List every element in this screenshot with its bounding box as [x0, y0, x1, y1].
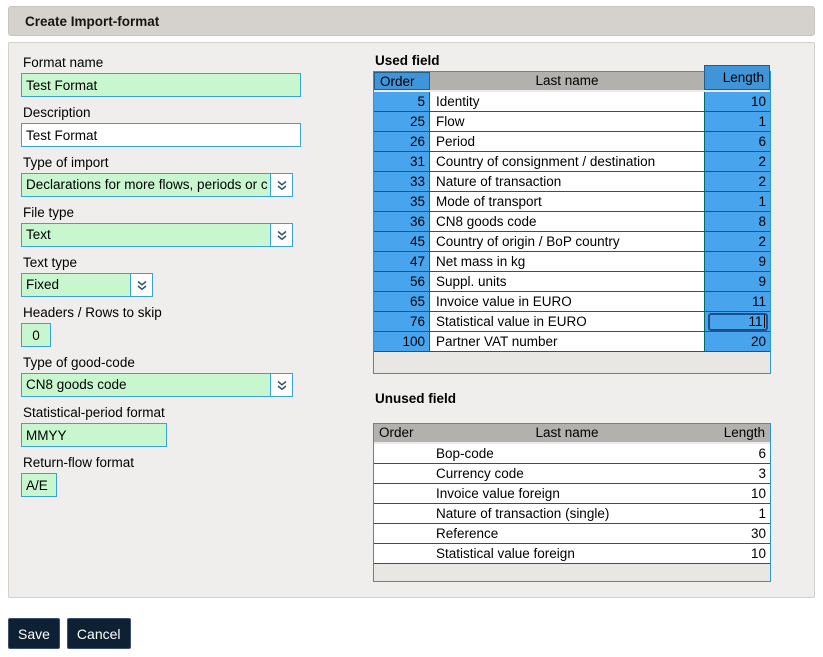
field-description: Description	[21, 105, 361, 147]
table-row[interactable]: Nature of transaction (single) 1	[374, 504, 770, 524]
column-header-order[interactable]: Order	[374, 72, 430, 90]
headers-rows-to-skip-label: Headers / Rows to skip	[23, 305, 162, 320]
type-of-good-code-label: Type of good-code	[23, 355, 135, 370]
table-row[interactable]: 100 Partner VAT number 20	[374, 332, 770, 352]
used-table-header: Order Last name Length	[374, 65, 770, 92]
statistical-period-format-label: Statistical-period format	[23, 405, 165, 420]
field-headers-rows-to-skip: Headers / Rows to skip	[21, 305, 361, 347]
length-cell[interactable]: 2	[704, 152, 770, 171]
field-type-of-import: Type of import Declarations for more flo…	[21, 155, 361, 197]
table-row[interactable]: Invoice value foreign 10	[374, 484, 770, 504]
field-format-name: Format name	[21, 55, 361, 97]
table-row[interactable]: 56 Suppl. units 9	[374, 272, 770, 292]
table-row[interactable]: 31 Country of consignment / destination …	[374, 152, 770, 172]
file-type-value: Text	[26, 227, 51, 242]
table-row[interactable]: 76 Statistical value in EURO 11	[374, 312, 770, 332]
table-row[interactable]: 36 CN8 goods code 8	[374, 212, 770, 232]
length-cell: 11	[704, 312, 770, 331]
table-row[interactable]: 35 Mode of transport 1	[374, 192, 770, 212]
column-header-length[interactable]: Length	[704, 65, 770, 90]
length-edit-input[interactable]: 11	[708, 312, 768, 331]
length-cell[interactable]: 6	[704, 132, 770, 151]
chevron-down-icon	[130, 274, 152, 296]
length-cell[interactable]: 2	[704, 172, 770, 191]
page-title: Create Import-format	[8, 6, 815, 36]
column-header-last-name[interactable]: Last name	[535, 73, 599, 88]
description-label: Description	[23, 105, 91, 120]
column-header-order[interactable]: Order	[379, 425, 414, 440]
used-field-title: Used field	[375, 53, 440, 68]
length-cell[interactable]: 9	[704, 252, 770, 271]
text-type-select[interactable]: Fixed	[21, 273, 153, 297]
description-input[interactable]	[21, 123, 301, 147]
chevron-down-icon	[270, 374, 292, 396]
unused-field-table: Order Last name Length Bop-code 6 Curren…	[373, 423, 771, 582]
length-cell[interactable]: 8	[704, 212, 770, 231]
cancel-button[interactable]: Cancel	[66, 618, 131, 649]
unused-field-title: Unused field	[375, 391, 457, 406]
return-flow-format-input[interactable]	[21, 473, 57, 497]
chevron-down-icon	[270, 174, 292, 196]
format-name-input[interactable]	[21, 73, 301, 97]
save-button[interactable]: Save	[8, 618, 60, 649]
unused-table-header: Order Last name Length	[374, 424, 770, 444]
file-type-select[interactable]: Text	[21, 223, 293, 247]
statistical-period-format-input[interactable]	[21, 423, 167, 447]
table-row[interactable]: 33 Nature of transaction 2	[374, 172, 770, 192]
table-row[interactable]: 5 Identity 10	[374, 92, 770, 112]
table-row[interactable]: Reference 30	[374, 524, 770, 544]
table-row[interactable]: 26 Period 6	[374, 132, 770, 152]
table-row[interactable]: Statistical value foreign 10	[374, 544, 770, 564]
field-file-type: File type Text	[21, 205, 361, 247]
column-header-length[interactable]: Length	[723, 425, 765, 440]
text-caret	[763, 315, 765, 328]
table-row[interactable]: 45 Country of origin / BoP country 2	[374, 232, 770, 252]
used-table-footer	[374, 352, 770, 373]
length-cell[interactable]: 9	[704, 272, 770, 291]
headers-rows-to-skip-input[interactable]	[21, 323, 51, 347]
table-row[interactable]: 25 Flow 1	[374, 112, 770, 132]
table-row[interactable]: Currency code 3	[374, 464, 770, 484]
length-cell[interactable]: 1	[704, 112, 770, 131]
column-header-last-name[interactable]: Last name	[535, 425, 599, 440]
type-of-import-label: Type of import	[23, 155, 109, 170]
return-flow-format-label: Return-flow format	[23, 455, 135, 470]
main-panel: Format name Description Type of import D…	[8, 42, 815, 598]
length-cell[interactable]: 10	[704, 92, 770, 111]
length-cell[interactable]: 1	[704, 192, 770, 211]
text-type-value: Fixed	[26, 277, 60, 292]
length-cell[interactable]: 11	[704, 292, 770, 311]
type-of-import-select[interactable]: Declarations for more flows, periods or …	[21, 173, 293, 197]
used-field-table: Order Last name Length 5 Identity 10 25 …	[373, 65, 771, 374]
field-statistical-period-format: Statistical-period format	[21, 405, 361, 447]
field-return-flow-format: Return-flow format	[21, 455, 361, 497]
unused-table-footer	[374, 564, 770, 581]
import-format-form: Format name Description Type of import D…	[21, 55, 361, 505]
table-row[interactable]: Bop-code 6	[374, 444, 770, 464]
text-type-label: Text type	[23, 255, 78, 270]
file-type-label: File type	[23, 205, 75, 220]
chevron-down-icon	[270, 224, 292, 246]
table-row[interactable]: 47 Net mass in kg 9	[374, 252, 770, 272]
field-text-type: Text type Fixed	[21, 255, 361, 297]
type-of-good-code-value: CN8 goods code	[26, 377, 127, 392]
field-type-of-good-code: Type of good-code CN8 goods code	[21, 355, 361, 397]
action-buttons: Save Cancel	[8, 618, 131, 649]
length-cell[interactable]: 20	[704, 332, 770, 351]
format-name-label: Format name	[23, 55, 104, 70]
type-of-good-code-select[interactable]: CN8 goods code	[21, 373, 293, 397]
fields-column: Used field Order Last name Length 5 Iden…	[373, 53, 771, 582]
type-of-import-value: Declarations for more flows, periods or …	[26, 177, 268, 192]
length-cell[interactable]: 2	[704, 232, 770, 251]
table-row[interactable]: 65 Invoice value in EURO 11	[374, 292, 770, 312]
